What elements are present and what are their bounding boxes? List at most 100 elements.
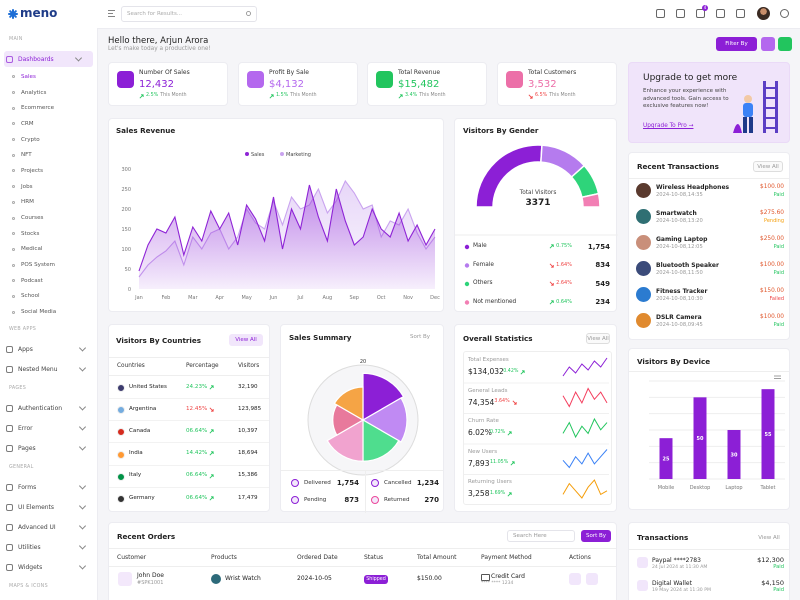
menu-label: Apps [18, 345, 33, 353]
menu-icon [6, 503, 13, 511]
stat-card: Number Of Sales 12,432 2.5% This Month [108, 62, 228, 106]
y-tick-label: 250 [121, 187, 131, 193]
action-button[interactable] [761, 37, 775, 51]
submenu-item[interactable]: CRM [0, 116, 97, 132]
menu-item[interactable]: UI Elements [0, 497, 97, 517]
orders-search[interactable]: Search Here [507, 530, 575, 542]
submenu-item[interactable]: Jobs [0, 179, 97, 195]
menu-label: Authentication [18, 404, 63, 412]
menu-item[interactable]: Error [0, 418, 97, 438]
bar-value-label: 50 [697, 436, 704, 442]
menu-item[interactable]: Utilities [0, 537, 97, 557]
search-icon [246, 11, 251, 16]
card-title: Transactions [637, 533, 689, 542]
trend-arrow [520, 369, 526, 374]
view-all-button[interactable]: View All [586, 333, 610, 344]
illustration [763, 127, 777, 129]
bar-value-label: 55 [765, 432, 772, 438]
row-action-button[interactable] [586, 573, 598, 585]
submenu-item[interactable]: HRM [0, 195, 97, 211]
legend-label: Female [473, 261, 494, 268]
submenu-item[interactable]: Sales [0, 69, 97, 85]
menu-item[interactable]: Widgets [0, 557, 97, 577]
country-visitors: 32,190 [238, 383, 258, 390]
legend-label: Male [473, 243, 487, 249]
menu-item[interactable]: Pages [0, 438, 97, 458]
transaction-amount: $275.60 [760, 210, 784, 216]
submenu-item[interactable]: POS System [0, 257, 97, 273]
illustration [763, 87, 777, 89]
country-visitors: 18,694 [238, 450, 258, 457]
submenu-item[interactable]: Stocks [0, 226, 97, 242]
stat-card: Profit By Sale $4,132 1.5% This Month [238, 62, 358, 106]
submenu-item[interactable]: Ecommerce [0, 100, 97, 116]
view-all-button[interactable]: View All [229, 334, 263, 346]
transaction-name: Smartwatch [656, 210, 697, 217]
stat-label: General Leads [468, 387, 508, 394]
header-icon-button[interactable] [716, 9, 725, 18]
submenu-item[interactable]: Crypto [0, 132, 97, 148]
submenu-item[interactable]: NFT [0, 147, 97, 163]
menu-label: Error [18, 424, 33, 432]
upgrade-card: Upgrade to get more Enhance your experien… [628, 62, 790, 143]
menu-item[interactable]: Forms [0, 477, 97, 497]
menu-item[interactable]: Dashboards [4, 51, 93, 67]
menu-item[interactable]: Nested Menu [0, 359, 97, 379]
header-icon-button[interactable] [696, 9, 705, 18]
upgrade-link[interactable]: Upgrade To Pro → [643, 123, 694, 129]
logo-text: meno [20, 6, 58, 20]
submenu-item[interactable]: School [0, 289, 97, 305]
sort-by[interactable]: Sort By [410, 334, 431, 340]
stat-period: This Month [549, 93, 576, 99]
table-header-line [109, 375, 269, 376]
transaction-icon [637, 557, 648, 568]
menu-item[interactable]: Advanced UI [0, 517, 97, 537]
transaction-status: Paid [773, 244, 784, 250]
submenu-item[interactable]: Courses [0, 210, 97, 226]
icon-svg [464, 357, 609, 499]
search-box[interactable]: Search for Results... [121, 6, 257, 22]
menu-label: Nested Menu [18, 365, 58, 373]
legend-value: 549 [595, 279, 610, 288]
menu-item[interactable]: Apps [0, 339, 97, 359]
polar-grid [307, 364, 419, 476]
bar-value-label: 25 [663, 457, 670, 463]
transaction-date: 2024-10-08,12:05 [656, 244, 703, 250]
submenu-item[interactable]: Analytics [0, 85, 97, 101]
header-icon-button[interactable] [656, 9, 665, 18]
sparkline [562, 479, 608, 499]
section-title: PAGES [9, 386, 27, 391]
submenu-item[interactable]: Projects [0, 163, 97, 179]
legend-label: Sales [251, 152, 265, 158]
view-all-button[interactable]: View All [753, 161, 783, 172]
user-avatar[interactable] [757, 7, 770, 20]
submenu-dot [12, 153, 15, 157]
header-icon-button[interactable] [736, 9, 745, 18]
divider [109, 566, 616, 567]
sort-button[interactable]: Sort By [581, 530, 611, 542]
action-button[interactable] [778, 37, 792, 51]
row-action-button[interactable] [569, 573, 581, 585]
trend-icon [528, 94, 533, 99]
settings-button[interactable] [780, 9, 789, 18]
filter-button[interactable]: Filter By [716, 37, 757, 51]
header-icon-button[interactable] [676, 9, 685, 18]
product-avatar [636, 287, 651, 302]
transaction-name: Digital Wallet [652, 579, 692, 587]
stat-label: Total Revenue [398, 69, 441, 76]
icon-svg: 0 50 100 150 200 250 300 Jan Feb Mar Apr May Jun Jul A… [121, 152, 440, 301]
submenu-dot [12, 294, 15, 298]
country-flag [117, 450, 125, 459]
sparkline [562, 387, 608, 408]
submenu-item[interactable]: Social Media [0, 304, 97, 320]
menu-item[interactable]: Authentication [0, 398, 97, 418]
illustration [733, 124, 742, 133]
country-percentage: 14.42% [186, 450, 214, 457]
polar-slice [333, 386, 364, 422]
view-all-button[interactable]: View All [755, 532, 783, 543]
country-percentage: 06.64% [186, 495, 214, 502]
submenu-item[interactable]: Podcast [0, 273, 97, 289]
transaction-amount: $100.00 [760, 314, 784, 320]
submenu-item[interactable]: Medical [0, 242, 97, 258]
recent-orders-card: Recent Orders Search Here Sort By Customer P… [108, 522, 617, 600]
